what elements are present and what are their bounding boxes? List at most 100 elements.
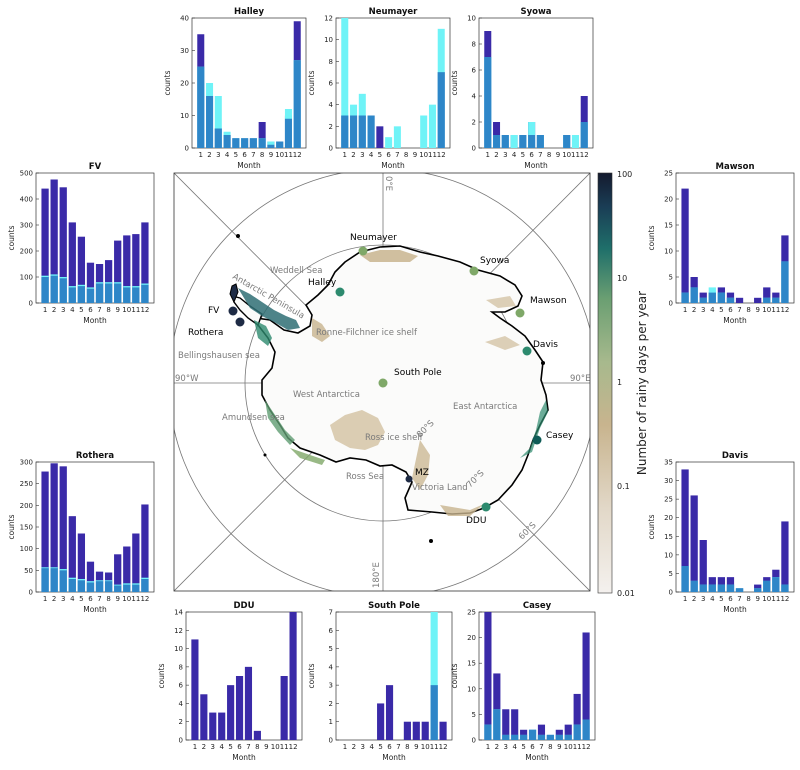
y-axis-label: counts bbox=[647, 225, 656, 250]
bar-dark bbox=[206, 96, 214, 148]
bar-dark bbox=[341, 115, 349, 148]
bar-dark bbox=[484, 57, 492, 148]
x-tick-label: 11 bbox=[430, 743, 439, 751]
chart-title-neumayer: Neumayer bbox=[369, 7, 419, 17]
bar-dark bbox=[123, 287, 131, 303]
bar-total bbox=[377, 703, 385, 740]
y-tick-label: 400 bbox=[20, 196, 33, 204]
bar-total bbox=[50, 463, 58, 592]
y-tick-label: 6 bbox=[179, 682, 184, 690]
bar-total bbox=[781, 521, 789, 592]
y-tick-label: 15 bbox=[467, 660, 476, 668]
bar-dark bbox=[77, 286, 86, 303]
meridian-label-90w: 90°W bbox=[175, 374, 199, 384]
colorbar-tick-100: 100 bbox=[617, 170, 632, 179]
bar-dark bbox=[763, 297, 771, 303]
chart-title-halley: Halley bbox=[234, 7, 264, 17]
bar-dark bbox=[519, 135, 527, 148]
x-tick-label: 12 bbox=[140, 595, 149, 603]
bar-total bbox=[123, 546, 131, 592]
y-tick-label: 2 bbox=[179, 718, 183, 726]
bar-light bbox=[428, 104, 436, 148]
bar-total bbox=[289, 612, 297, 740]
x-axis-label: Month bbox=[723, 605, 747, 614]
bar-dark bbox=[132, 287, 140, 303]
station-markers bbox=[228, 246, 542, 512]
bar-total bbox=[68, 222, 76, 303]
x-tick-label: 10 bbox=[421, 743, 430, 751]
x-tick-label: 12 bbox=[580, 151, 589, 159]
bar-dark bbox=[95, 581, 104, 592]
y-tick-label: 0 bbox=[185, 145, 189, 153]
x-tick-label: 2 bbox=[207, 151, 211, 159]
bar-dark bbox=[430, 685, 438, 740]
region-label-weddell-sea: Weddell Sea bbox=[270, 266, 322, 276]
x-tick-label: 6 bbox=[88, 595, 93, 603]
bar-dark bbox=[223, 135, 231, 148]
station-label-halley: Halley bbox=[308, 278, 337, 288]
station-label-ddu: DDU bbox=[466, 516, 486, 526]
y-tick-label: 10 bbox=[174, 645, 183, 653]
bar-total bbox=[77, 533, 86, 592]
bar-light bbox=[420, 115, 428, 148]
x-tick-label: 6 bbox=[242, 151, 247, 159]
chart-title-ddu: DDU bbox=[233, 601, 254, 611]
bar-dark bbox=[484, 724, 492, 740]
bar-total bbox=[77, 236, 86, 303]
map-frame bbox=[173, 172, 591, 592]
y-tick-label: 50 bbox=[24, 567, 33, 575]
bar-dark bbox=[511, 734, 519, 740]
x-tick-label: 2 bbox=[52, 595, 56, 603]
region-label-amundsen: Amundsen sea bbox=[222, 413, 285, 423]
x-tick-label: 5 bbox=[521, 743, 525, 751]
x-tick-label: 4 bbox=[710, 306, 715, 314]
x-tick-label: 12 bbox=[140, 306, 149, 314]
station-label-casey: Casey bbox=[546, 431, 574, 441]
x-tick-label: 2 bbox=[495, 743, 499, 751]
x-axis-label: Month bbox=[723, 316, 747, 325]
x-tick-label: 3 bbox=[216, 151, 220, 159]
y-axis-label: counts bbox=[450, 70, 459, 95]
colorbar-tick-1: 1 bbox=[617, 378, 622, 387]
bar-dark bbox=[276, 141, 284, 148]
bar-dark bbox=[68, 579, 76, 592]
y-tick-label: 3 bbox=[329, 682, 333, 690]
x-tick-label: 5 bbox=[719, 306, 723, 314]
bar-dark bbox=[555, 734, 563, 740]
bar-total bbox=[41, 188, 49, 303]
chart-title-rothera: Rothera bbox=[76, 451, 114, 461]
x-tick-label: 10 bbox=[762, 306, 771, 314]
x-tick-label: 5 bbox=[378, 743, 382, 751]
bar-dark bbox=[537, 734, 546, 740]
x-tick-label: 8 bbox=[548, 743, 552, 751]
bar-dark bbox=[267, 144, 275, 148]
x-tick-label: 9 bbox=[755, 306, 759, 314]
bar-total bbox=[735, 297, 744, 303]
y-axis-label: counts bbox=[647, 514, 656, 539]
bar-dark bbox=[502, 734, 510, 740]
y-tick-label: 0 bbox=[472, 737, 476, 745]
y-tick-label: 20 bbox=[664, 514, 673, 522]
y-tick-label: 2 bbox=[329, 700, 333, 708]
y-axis-label: counts bbox=[7, 514, 16, 539]
y-tick-label: 25 bbox=[664, 496, 673, 504]
colorbar-label: Number of rainy days per year bbox=[635, 291, 649, 475]
bar-dark bbox=[232, 138, 240, 148]
bar-total bbox=[681, 188, 689, 303]
y-tick-label: 8 bbox=[329, 58, 333, 66]
x-tick-label: 10 bbox=[275, 151, 284, 159]
station-marker-south-pole bbox=[378, 378, 388, 388]
x-axis-label: Month bbox=[83, 605, 107, 614]
y-tick-label: 7 bbox=[329, 609, 333, 617]
y-tick-label: 30 bbox=[664, 477, 673, 485]
y-tick-label: 2 bbox=[472, 119, 476, 127]
y-tick-label: 12 bbox=[174, 627, 183, 635]
bar-total bbox=[699, 540, 707, 592]
x-tick-label: 8 bbox=[255, 743, 259, 751]
x-tick-label: 3 bbox=[61, 595, 65, 603]
bar-dark bbox=[214, 128, 222, 148]
